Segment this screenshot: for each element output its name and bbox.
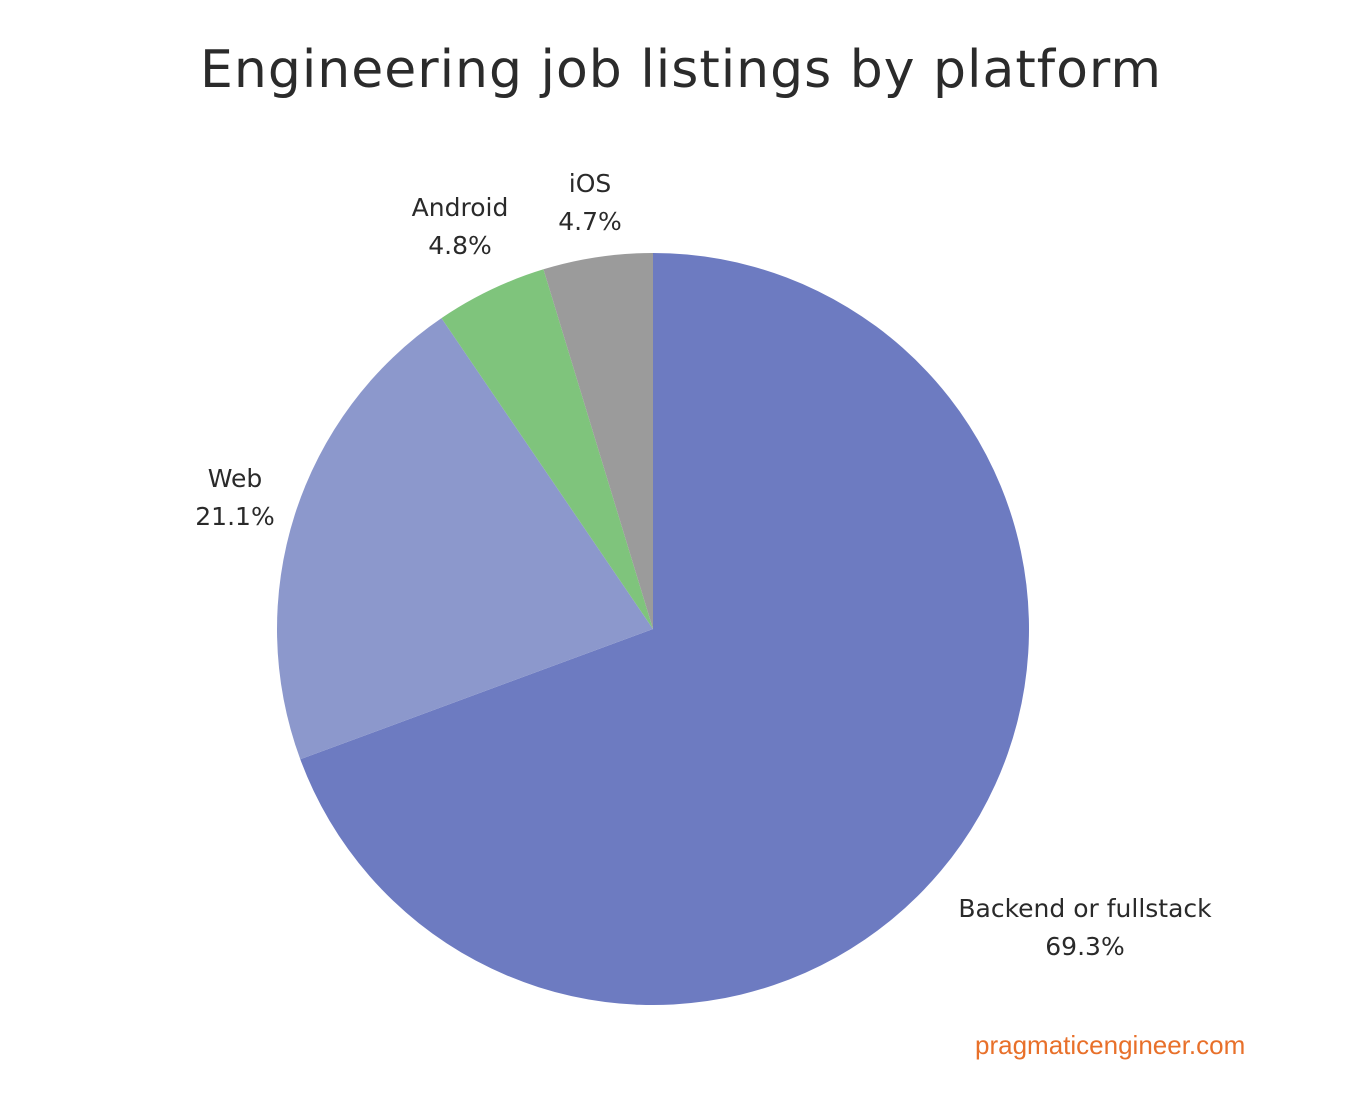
chart-title: Engineering job listings by platform — [200, 40, 1162, 100]
label-ios: iOS 4.7% — [558, 169, 622, 236]
source-credit: pragmaticengineer.com — [975, 1030, 1246, 1060]
pie-slice-android — [441, 269, 653, 629]
label-backend: Backend or fullstack 69.3% — [958, 894, 1212, 961]
pie-slice-web — [277, 318, 653, 760]
pie-slice-ios — [543, 253, 653, 629]
label-android: Android 4.8% — [411, 193, 509, 260]
pie-slice-backend-or-fullstack — [300, 253, 1029, 1005]
label-web: Web 21.1% — [195, 464, 275, 531]
